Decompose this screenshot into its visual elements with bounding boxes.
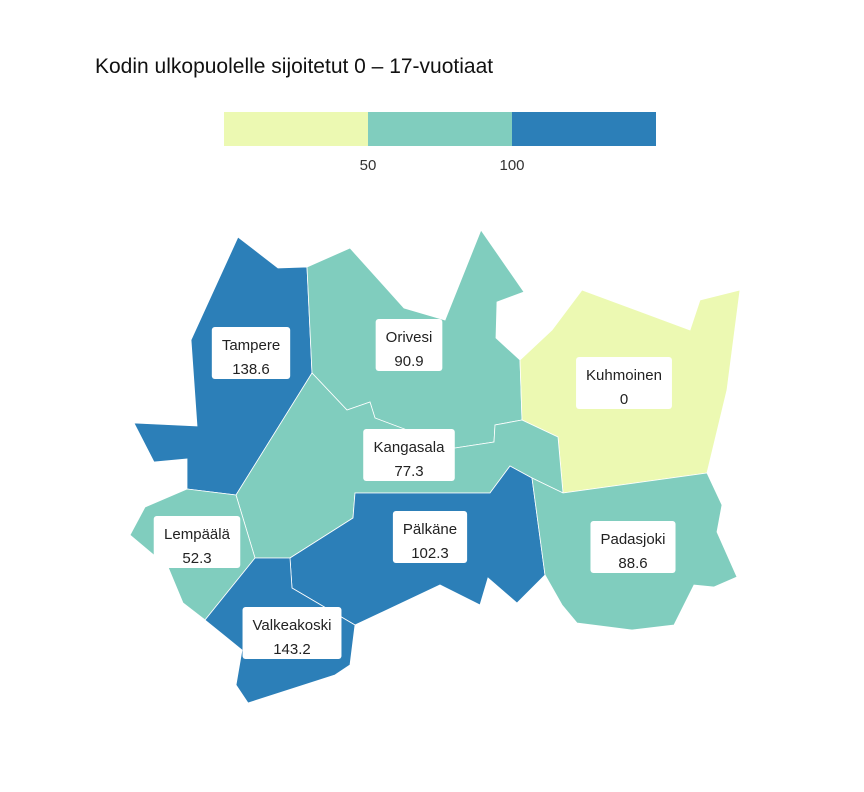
- region-name: Lempäälä: [164, 526, 231, 543]
- label-box: [392, 511, 468, 563]
- region-name: Padasjoki: [600, 531, 665, 548]
- map-title: Kodin ulkopuolelle sijoitetut 0 – 17-vuo…: [95, 55, 494, 78]
- label-box: [375, 319, 443, 371]
- region-label-lempaala: Lempäälä 52.3: [153, 516, 241, 568]
- region-value: 138.6: [232, 361, 270, 378]
- region-value: 77.3: [394, 463, 423, 480]
- region-name: Kangasala: [374, 439, 446, 456]
- region-label-kuhmoinen: Kuhmoinen 0: [576, 357, 672, 409]
- region-name: Valkeakoski: [253, 617, 332, 634]
- region-label-tampere: Tampere 138.6: [211, 327, 291, 379]
- label-box: [153, 516, 241, 568]
- label-box: [211, 327, 291, 379]
- region-value: 143.2: [273, 641, 311, 658]
- color-legend: 50 100: [224, 112, 656, 174]
- legend-tick-100: 100: [499, 157, 524, 174]
- label-box: [590, 521, 676, 573]
- region-value: 90.9: [394, 353, 423, 370]
- region-name: Orivesi: [386, 329, 433, 346]
- region-label-orivesi: Orivesi 90.9: [375, 319, 443, 371]
- label-box: [363, 429, 455, 481]
- region-value: 88.6: [618, 555, 647, 572]
- labels-layer: Tampere 138.6 Orivesi 90.9 Kuhmoinen 0 Kangasa…: [153, 319, 676, 659]
- region-value: 0: [620, 391, 628, 408]
- region-value: 52.3: [182, 550, 211, 567]
- region-name: Tampere: [222, 337, 280, 354]
- region-label-palkane: Pälkäne 102.3: [392, 511, 468, 563]
- region-value: 102.3: [411, 545, 449, 562]
- legend-bin-mid: [368, 112, 512, 146]
- label-box: [242, 607, 342, 659]
- region-name: Pälkäne: [403, 521, 457, 538]
- region-name: Kuhmoinen: [586, 367, 662, 384]
- legend-bin-low: [224, 112, 368, 146]
- region-label-valkeakoski: Valkeakoski 143.2: [242, 607, 342, 659]
- region-label-padasjoki: Padasjoki 88.6: [590, 521, 676, 573]
- region-label-kangasala: Kangasala 77.3: [363, 429, 455, 481]
- legend-tick-50: 50: [360, 157, 377, 174]
- label-box: [576, 357, 672, 409]
- legend-bin-high: [512, 112, 656, 146]
